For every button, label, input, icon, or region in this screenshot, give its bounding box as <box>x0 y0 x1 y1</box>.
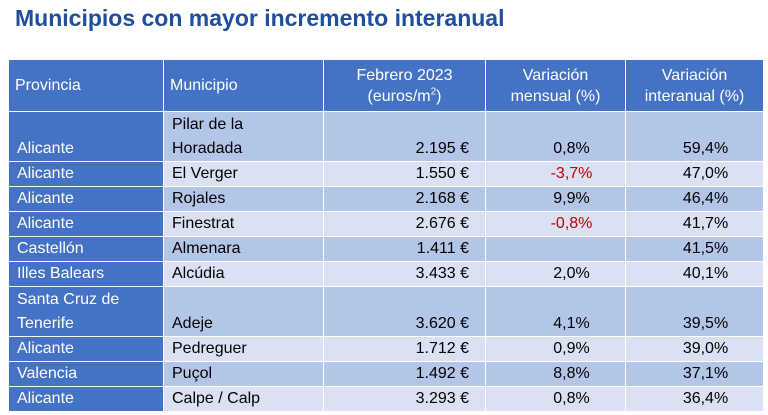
header-interanual: Variación interanual (%) <box>625 59 764 112</box>
table-row: Alicante Finestrat 2.676 € -0,8% 41,7% <box>8 211 764 237</box>
cell-mensual: 0,8% <box>485 111 626 162</box>
cell-municipio: Calpe / Calp <box>163 386 324 412</box>
cell-municipio: Puçol <box>163 361 324 387</box>
cell-precio: 3.433 € <box>323 261 486 287</box>
cell-precio: 1.492 € <box>323 361 486 387</box>
cell-municipio: Alcúdia <box>163 261 324 287</box>
header-precio: Febrero 2023 (euros/m2) <box>323 59 486 112</box>
table-row: Alicante El Verger 1.550 € -3,7% 47,0% <box>8 161 764 187</box>
cell-precio: 2.195 € <box>323 111 486 162</box>
table-row: Alicante Pedreguer 1.712 € 0,9% 39,0% <box>8 336 764 362</box>
header-precio-close: ) <box>436 87 442 105</box>
cell-provincia: Alicante <box>8 186 164 212</box>
header-municipio: Municipio <box>163 59 324 112</box>
cell-interanual: 37,1% <box>625 361 764 387</box>
header-mensual-line1: Variación <box>522 66 589 84</box>
cell-municipio: Rojales <box>163 186 324 212</box>
cell-municipio: Pilar de la Horadada <box>163 111 324 162</box>
cell-interanual: 36,4% <box>625 386 764 412</box>
cell-provincia: Castellón <box>8 236 164 262</box>
table-row: Alicante Rojales 2.168 € 9,9% 46,4% <box>8 186 764 212</box>
cell-precio: 2.168 € <box>323 186 486 212</box>
header-provincia: Provincia <box>8 59 164 112</box>
table-row: Illes Balears Alcúdia 3.433 € 2,0% 40,1% <box>8 261 764 287</box>
cell-precio: 2.676 € <box>323 211 486 237</box>
table-row: Castellón Almenara 1.411 € 41,5% <box>8 236 764 262</box>
cell-municipio: Almenara <box>163 236 324 262</box>
cell-mensual: 0,9% <box>485 336 626 362</box>
header-precio-line2: (euros/m <box>367 87 431 105</box>
cell-interanual: 41,5% <box>625 236 764 262</box>
data-table: Provincia Municipio Febrero 2023 (euros/… <box>8 59 764 412</box>
cell-precio: 1.550 € <box>323 161 486 187</box>
header-mensual: Variación mensual (%) <box>485 59 626 112</box>
cell-interanual: 47,0% <box>625 161 764 187</box>
header-mensual-line2: mensual (%) <box>510 87 601 105</box>
cell-mensual: 0,8% <box>485 386 626 412</box>
cell-precio: 3.620 € <box>323 286 486 337</box>
cell-interanual: 39,5% <box>625 286 764 337</box>
cell-precio: 1.712 € <box>323 336 486 362</box>
cell-municipio: Pedreguer <box>163 336 324 362</box>
cell-mensual: 9,9% <box>485 186 626 212</box>
cell-interanual: 46,4% <box>625 186 764 212</box>
cell-provincia: Valencia <box>8 361 164 387</box>
cell-provincia: Alicante <box>8 386 164 412</box>
cell-provincia: Illes Balears <box>8 261 164 287</box>
header-row: Provincia Municipio Febrero 2023 (euros/… <box>8 59 764 112</box>
cell-provincia: Alicante <box>8 211 164 237</box>
table-row: Santa Cruz de Tenerife Adeje 3.620 € 4,1… <box>8 286 764 337</box>
cell-precio: 3.293 € <box>323 386 486 412</box>
header-interanual-line1: Variación <box>661 66 728 84</box>
cell-provincia: Alicante <box>8 111 164 162</box>
cell-mensual: 4,1% <box>485 286 626 337</box>
cell-provincia: Santa Cruz de Tenerife <box>8 286 164 337</box>
cell-mensual <box>485 236 626 262</box>
cell-mensual: 2,0% <box>485 261 626 287</box>
cell-provincia: Alicante <box>8 336 164 362</box>
cell-precio: 1.411 € <box>323 236 486 262</box>
cell-provincia: Alicante <box>8 161 164 187</box>
cell-municipio: Finestrat <box>163 211 324 237</box>
table-row: Alicante Pilar de la Horadada 2.195 € 0,… <box>8 111 764 162</box>
page-title: Municipios con mayor incremento interanu… <box>15 5 505 31</box>
header-precio-line1: Febrero 2023 <box>356 66 453 84</box>
cell-interanual: 39,0% <box>625 336 764 362</box>
cell-mensual: -3,7% <box>485 161 626 187</box>
cell-interanual: 41,7% <box>625 211 764 237</box>
cell-interanual: 40,1% <box>625 261 764 287</box>
table-row: Valencia Puçol 1.492 € 8,8% 37,1% <box>8 361 764 387</box>
header-precio-sup: 2 <box>430 86 437 98</box>
header-interanual-line2: interanual (%) <box>644 87 745 105</box>
cell-interanual: 59,4% <box>625 111 764 162</box>
cell-mensual: 8,8% <box>485 361 626 387</box>
table-row: Alicante Calpe / Calp 3.293 € 0,8% 36,4% <box>8 386 764 412</box>
cell-municipio: Adeje <box>163 286 324 337</box>
cell-municipio: El Verger <box>163 161 324 187</box>
cell-mensual: -0,8% <box>485 211 626 237</box>
